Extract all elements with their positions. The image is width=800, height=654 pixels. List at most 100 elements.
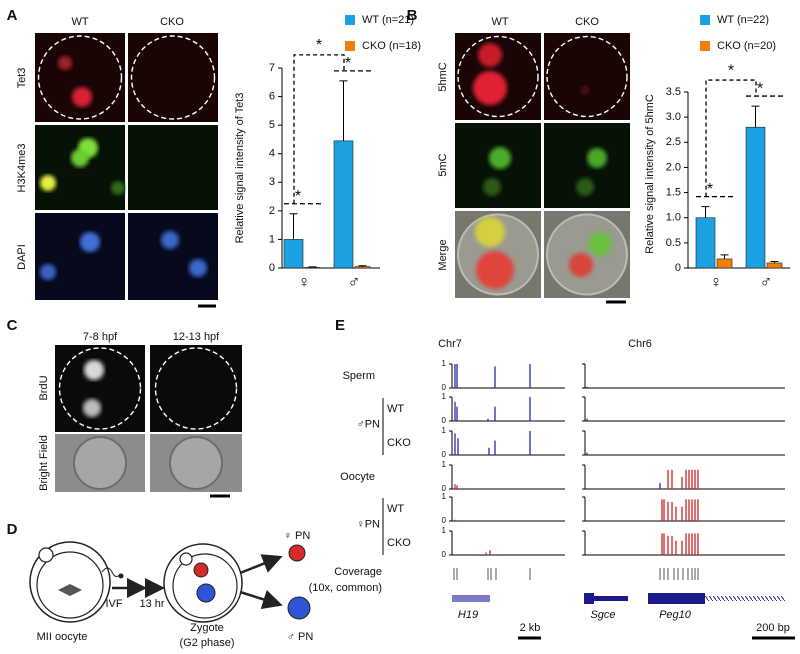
scale-label: 200 bp [756, 622, 790, 634]
micrograph [128, 33, 218, 122]
label: Chr6 [628, 338, 652, 350]
nucleus [40, 175, 56, 191]
track-label: WT [387, 503, 404, 515]
sperm-head [118, 573, 124, 579]
y-tick-label: 2.0 [666, 161, 681, 173]
error-bar [770, 260, 779, 263]
nucleus [569, 253, 593, 277]
nucleus [476, 251, 514, 289]
bar [716, 258, 733, 269]
cell-body [73, 436, 127, 490]
female-pn [193, 562, 209, 578]
micrograph [35, 125, 125, 210]
nucleus [111, 181, 125, 195]
significance-bracket [705, 79, 757, 197]
label: IVF [105, 598, 122, 610]
track-label: CKO [387, 537, 411, 549]
y-tick-label: 1 [442, 426, 447, 435]
x-tick-label: ♀ [710, 272, 723, 291]
y-tick-label: 0 [442, 484, 447, 493]
y-tick-label: 1 [442, 526, 447, 535]
error-bar [358, 265, 367, 267]
row-label: Bright Field [38, 435, 50, 491]
micrograph [35, 33, 125, 122]
legend-swatch [345, 41, 355, 51]
nucleus [84, 360, 104, 380]
track-label: Oocyte [340, 471, 375, 483]
nucleus [58, 56, 72, 70]
panel-label: A [7, 7, 18, 24]
polar-body [179, 552, 193, 566]
error-bar [720, 254, 729, 259]
error-bar [751, 105, 760, 128]
nucleus [40, 264, 56, 280]
row-label: Relative signal intensity of Tet3 [234, 93, 246, 244]
track-label: WT [387, 403, 404, 415]
y-tick-label: 1 [442, 359, 447, 368]
label: CKO [160, 16, 184, 28]
significance-star: * [728, 62, 734, 79]
significance-star: * [345, 55, 351, 72]
label: ♀ PN [284, 530, 311, 542]
label: WT [491, 16, 508, 28]
cell-outline [154, 347, 238, 430]
nucleus [83, 399, 101, 417]
nucleus [588, 232, 612, 256]
cell-outline [457, 35, 539, 118]
label: Zygote [190, 622, 224, 634]
gene-label: H19 [458, 609, 478, 621]
legend-swatch [345, 15, 355, 25]
significance-star: * [757, 80, 763, 97]
significance-star: * [707, 181, 713, 198]
significance-bracket [293, 54, 345, 204]
gene-label: Sgce [590, 609, 615, 621]
y-tick-label: 5 [269, 119, 275, 131]
y-tick-label: 0 [442, 383, 447, 392]
oocyte [29, 541, 111, 623]
label: CKO [575, 16, 599, 28]
y-tick-label: 1 [442, 460, 447, 469]
gene-label: Peg10 [659, 609, 692, 621]
group-label: ♀PN [356, 518, 380, 530]
row-label: Merge [437, 239, 449, 270]
y-tick-label: 7 [269, 62, 275, 74]
y-tick-label: 2.5 [666, 136, 681, 148]
zygote-inner [172, 553, 238, 619]
group-label: ♂PN [356, 418, 380, 430]
micrograph [35, 213, 125, 300]
y-tick-label: 1 [269, 233, 275, 245]
nucleus [475, 217, 505, 247]
legend-swatch [700, 41, 710, 51]
row-label: DAPI [16, 244, 28, 270]
male-pn [196, 583, 216, 603]
bar [695, 217, 716, 269]
y-tick-label: 0 [442, 416, 447, 425]
label: ♂ PN [287, 631, 314, 643]
sperm [101, 567, 121, 578]
y-tick-label: 4 [269, 148, 275, 160]
nucleus [478, 43, 502, 67]
nucleus [80, 232, 100, 252]
y-tick-label: 1.5 [666, 186, 681, 198]
error-bar [308, 266, 317, 268]
y-tick-label: 3.0 [666, 111, 681, 123]
gene [452, 595, 490, 602]
row-label: 5mC [437, 153, 449, 176]
error-bar [701, 206, 710, 218]
row-label: H3K4me3 [16, 144, 28, 193]
x-tick-label: ♂ [348, 272, 361, 291]
track-label: CKO [387, 437, 411, 449]
bar [283, 239, 304, 269]
bar [766, 262, 783, 269]
male-pn [287, 596, 311, 620]
y-tick-label: 3.5 [666, 86, 681, 98]
nucleus [71, 149, 89, 167]
nucleus [576, 178, 594, 196]
legend-label: CKO (n=20) [717, 40, 776, 52]
y-tick-label: 0 [675, 262, 681, 274]
cell-body [169, 436, 223, 490]
arrow [239, 589, 283, 610]
cell-outline [58, 347, 142, 430]
polar-body [38, 547, 54, 563]
